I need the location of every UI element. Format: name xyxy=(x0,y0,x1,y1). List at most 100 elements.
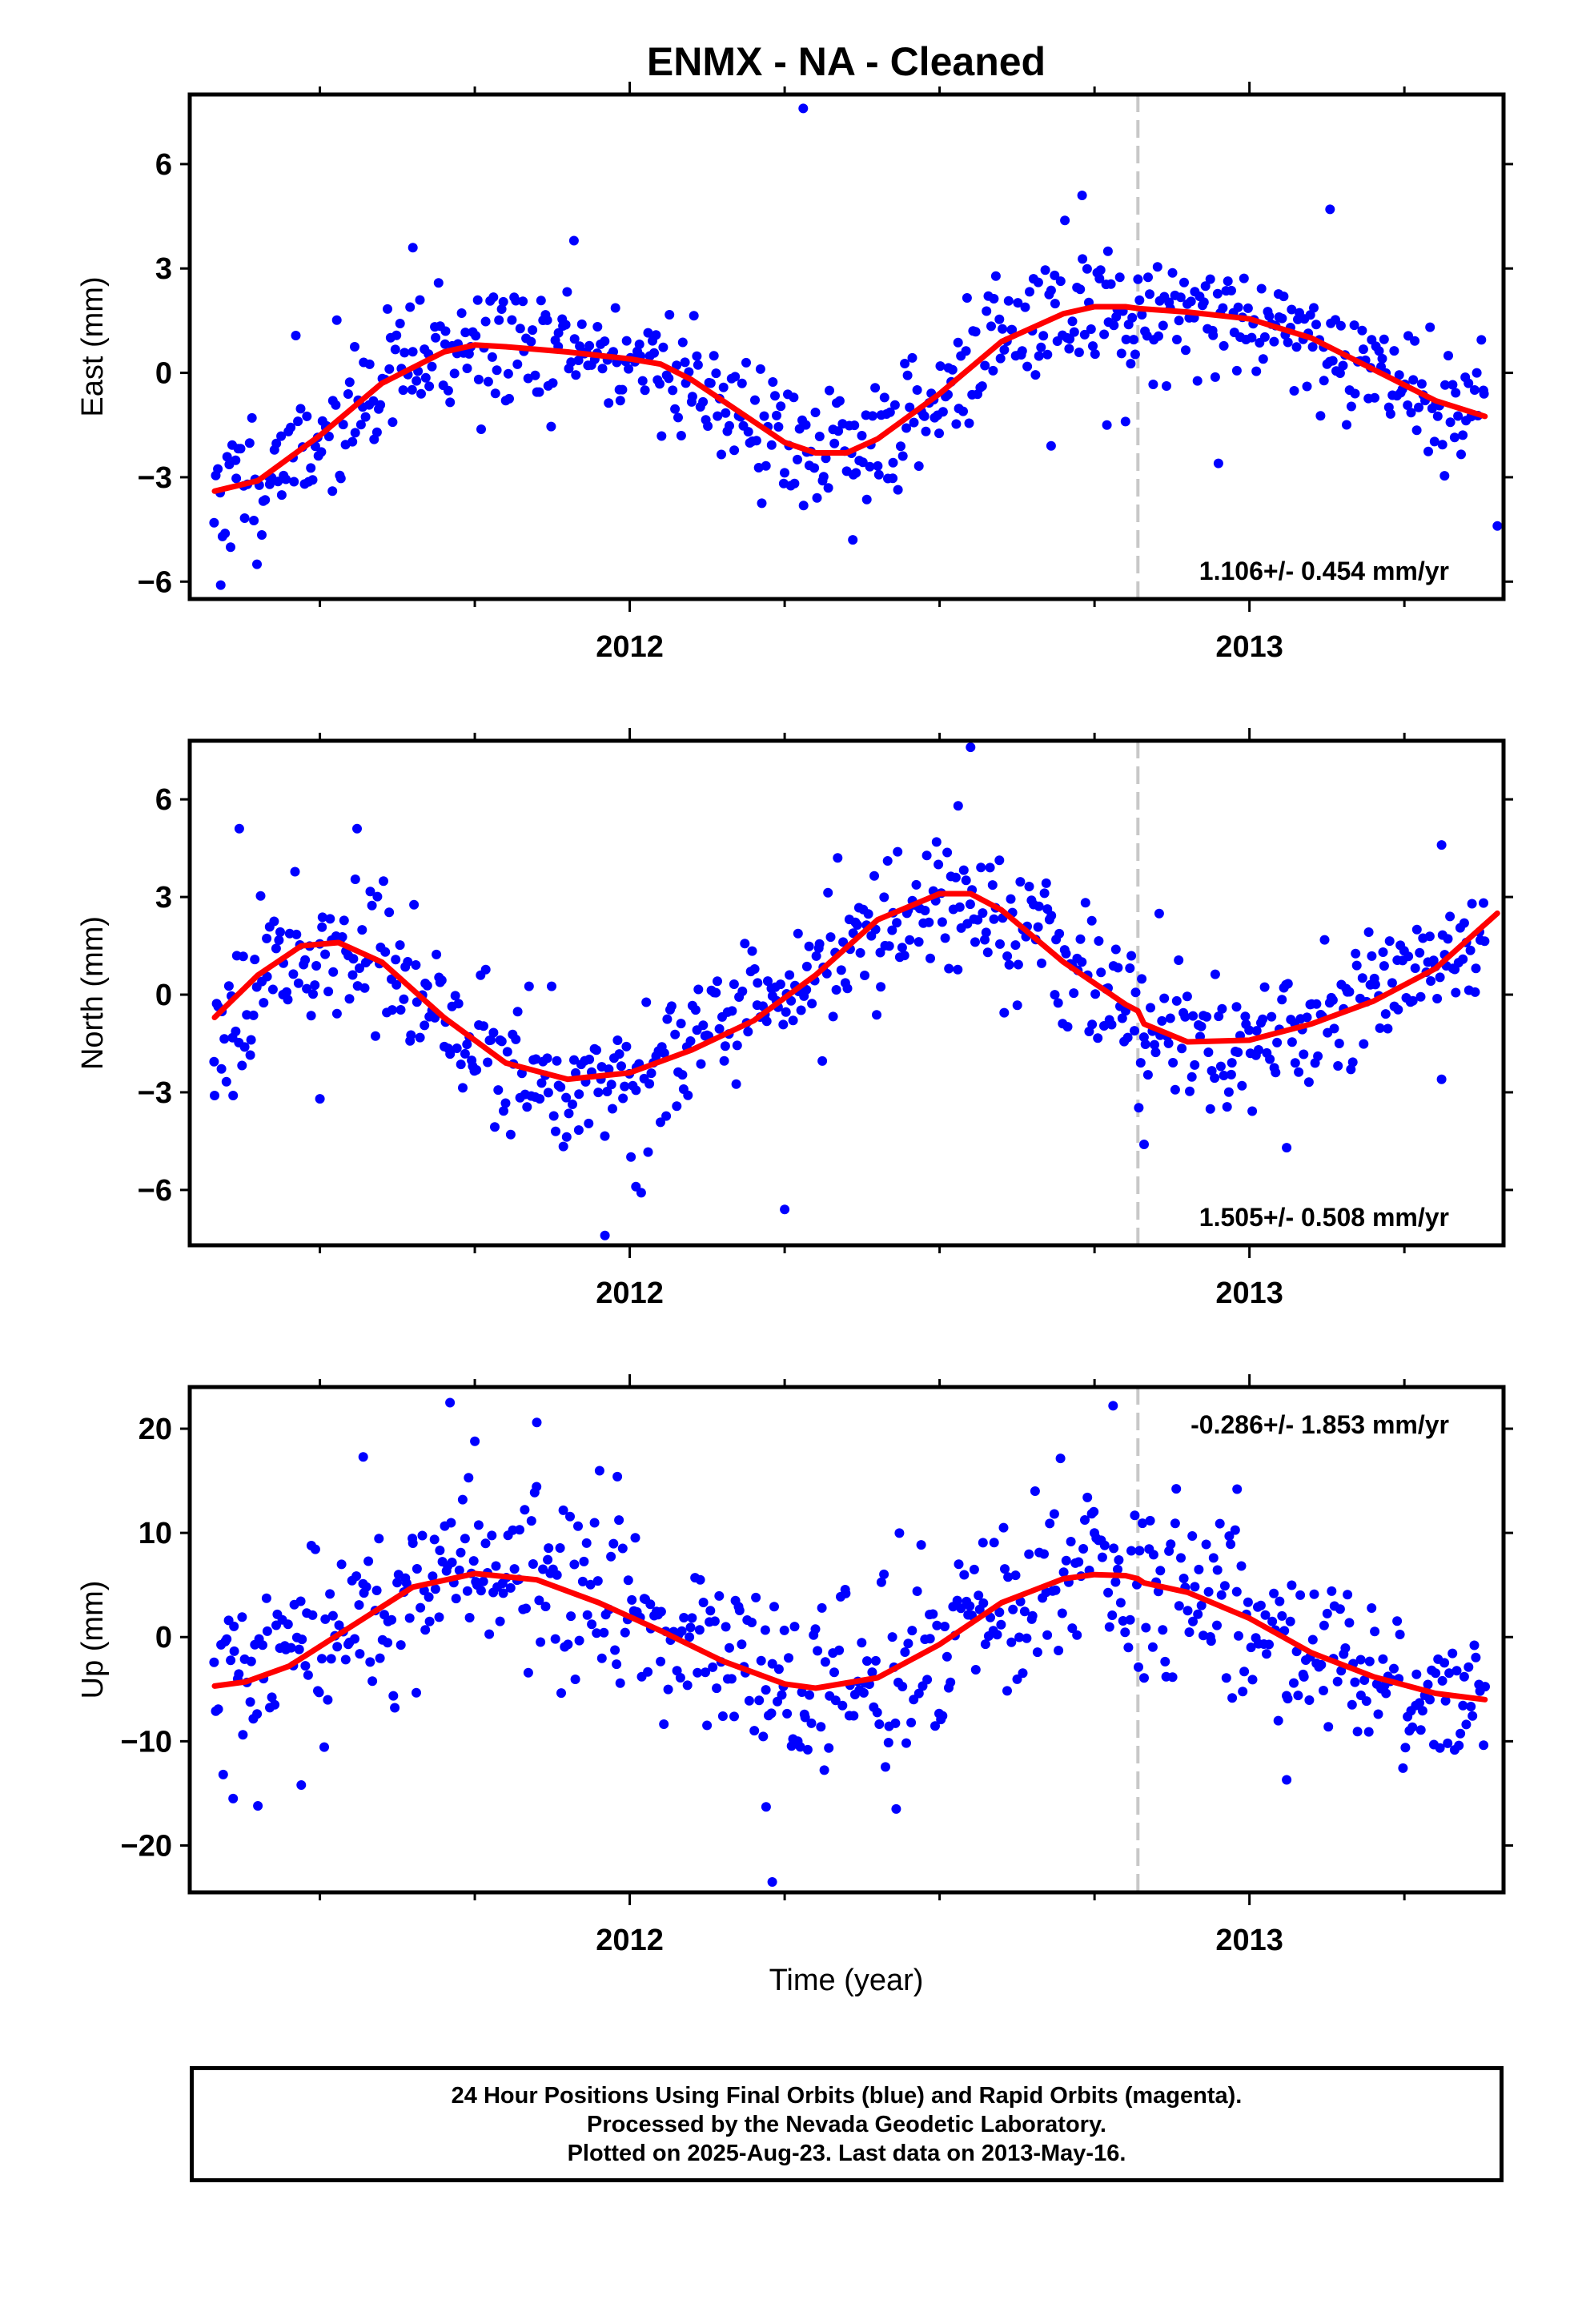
north-data-point xyxy=(1217,1003,1227,1014)
east-data-point xyxy=(776,401,786,412)
north-data-point xyxy=(1244,1025,1255,1035)
east-data-point xyxy=(1453,411,1464,421)
north-data-point xyxy=(1061,948,1071,959)
up-data-point xyxy=(1045,1518,1055,1529)
up-data-point xyxy=(761,1685,771,1695)
east-data-point xyxy=(575,341,585,352)
east-data-point xyxy=(651,330,661,340)
up-data-point xyxy=(270,1699,280,1710)
east-data-point xyxy=(492,365,502,376)
east-data-point xyxy=(1078,254,1088,264)
north-outlier-point xyxy=(1139,1140,1149,1149)
east-data-point xyxy=(462,364,472,373)
north-data-point xyxy=(1157,1015,1167,1026)
north-data-point xyxy=(216,1063,227,1074)
east-data-point xyxy=(302,411,312,421)
east-data-point xyxy=(829,438,840,448)
north-data-point xyxy=(1096,967,1106,978)
north-data-point xyxy=(785,970,795,980)
up-data-point xyxy=(234,1669,244,1679)
east-outlier-point xyxy=(1325,204,1335,215)
north-fit-line xyxy=(211,891,1500,1083)
up-data-point xyxy=(1089,1506,1099,1517)
up-data-point xyxy=(1126,1546,1136,1556)
east-data-point xyxy=(999,344,1010,355)
north-data-point xyxy=(403,957,413,967)
east-outlier-point xyxy=(848,535,858,545)
north-data-point xyxy=(380,947,391,957)
up-data-point xyxy=(1323,1722,1334,1732)
east-data-point xyxy=(1327,356,1338,366)
up-data-point xyxy=(767,1659,777,1669)
up-data-point xyxy=(462,1586,472,1596)
up-data-point xyxy=(978,1598,989,1608)
north-data-point xyxy=(1077,957,1087,967)
up-ytick-label: 20 xyxy=(139,1413,172,1446)
east-data-point xyxy=(757,498,767,509)
east-data-point xyxy=(1302,381,1312,392)
north-data-point xyxy=(1080,898,1090,908)
up-ytick-label: 10 xyxy=(139,1517,172,1550)
up-data-point xyxy=(1239,1667,1250,1677)
north-data-point xyxy=(1203,1047,1214,1057)
up-data-point xyxy=(508,1525,518,1535)
up-data-point xyxy=(1415,1725,1426,1735)
up-data-point xyxy=(773,1664,784,1675)
up-data-point xyxy=(1226,1539,1236,1550)
up-data-point xyxy=(327,1610,338,1621)
north-data-point xyxy=(982,947,993,958)
east-data-point xyxy=(1030,370,1041,380)
panels: 6 3 0 −3 −6 2012 2013 East (mm) 1.106+/- 0.454 m… xyxy=(76,82,1513,1957)
up-data-point xyxy=(430,1584,440,1594)
north-data-point xyxy=(842,983,853,994)
up-data-point xyxy=(693,1667,703,1678)
up-data-point xyxy=(540,1602,551,1611)
north-data-point xyxy=(1010,940,1021,951)
north-data-point xyxy=(1277,995,1287,1005)
panel-east: 6 3 0 −3 −6 2012 2013 East (mm) 1.106+/- 0.454 m… xyxy=(76,82,1513,664)
up-data-point xyxy=(994,1607,1005,1618)
east-data-point xyxy=(621,336,632,346)
north-data-layer xyxy=(209,741,1500,1245)
up-data-point xyxy=(1381,1688,1391,1699)
north-data-point xyxy=(696,1059,706,1069)
east-data-point xyxy=(1069,327,1079,337)
north-data-point xyxy=(828,1011,838,1022)
up-data-point xyxy=(849,1711,859,1721)
up-data-point xyxy=(294,1644,304,1655)
up-data-point xyxy=(1277,1610,1287,1621)
up-data-point xyxy=(1080,1515,1090,1525)
up-data-point xyxy=(238,1730,248,1740)
north-data-point xyxy=(1227,1058,1237,1068)
up-data-point xyxy=(894,1528,905,1538)
up-data-point xyxy=(1196,1600,1207,1610)
east-data-point xyxy=(1469,385,1480,395)
east-data-point xyxy=(1088,341,1098,352)
east-data-point xyxy=(1311,320,1321,330)
east-data-point xyxy=(331,400,341,410)
north-data-point xyxy=(245,1050,255,1060)
north-data-point xyxy=(1432,994,1443,1003)
up-data-point xyxy=(1212,1565,1223,1575)
east-data-point xyxy=(515,324,525,334)
up-data-point xyxy=(1174,1601,1184,1611)
east-data-point xyxy=(1050,299,1060,309)
north-data-point xyxy=(1319,935,1330,945)
east-data-point xyxy=(711,368,721,379)
east-data-point xyxy=(1036,342,1046,352)
up-data-point xyxy=(420,1625,431,1635)
up-data-point xyxy=(663,1684,673,1695)
north-data-point xyxy=(1403,951,1414,962)
east-data-point xyxy=(222,452,232,462)
up-data-point xyxy=(1273,1715,1283,1726)
north-data-point xyxy=(500,1098,511,1108)
up-data-point xyxy=(320,1614,331,1624)
up-data-point xyxy=(857,1638,867,1648)
up-data-point xyxy=(906,1718,917,1727)
up-data-point xyxy=(1247,1675,1258,1685)
up-outlier-point xyxy=(296,1780,307,1790)
east-data-point xyxy=(741,357,751,368)
north-ytick-label: −3 xyxy=(138,1076,172,1110)
up-data-point xyxy=(1479,1740,1489,1751)
up-data-point xyxy=(1123,1642,1134,1653)
